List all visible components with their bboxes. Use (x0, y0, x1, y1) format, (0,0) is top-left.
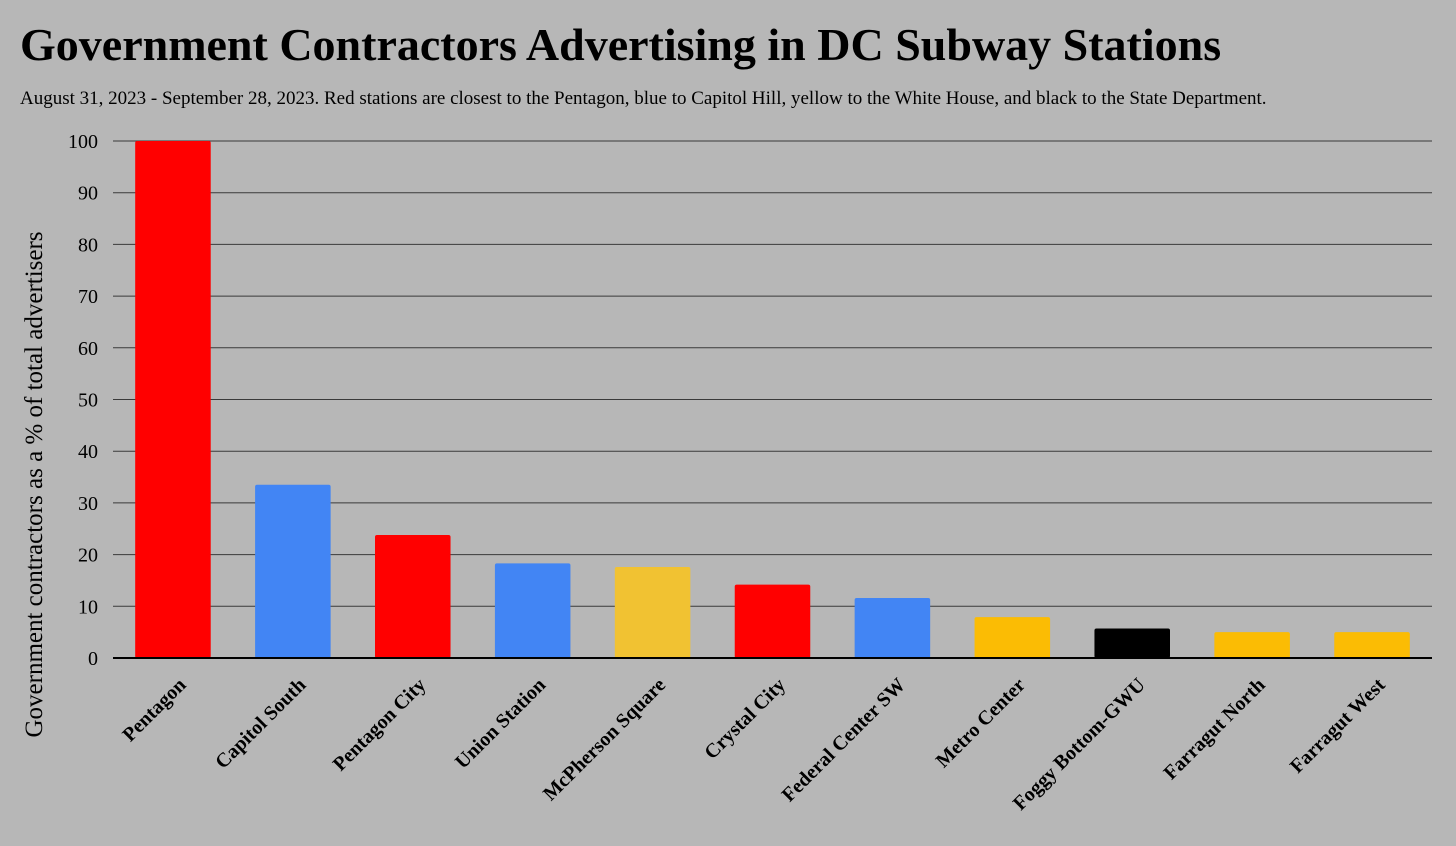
bar-union-station (494, 563, 571, 658)
y-tick-label: 80 (78, 234, 98, 256)
y-axis-ticks: 0 10 20 30 40 50 60 70 80 90 100 (68, 131, 98, 670)
bar-foggy-bottom-gwu (1094, 628, 1170, 658)
y-tick-label: 20 (78, 545, 98, 567)
x-axis-labels: Pentagon Capitol South Pentagon City Union … (118, 674, 1389, 815)
y-tick-label: 70 (78, 286, 98, 308)
x-tick-label: McPherson Square (539, 674, 670, 805)
y-axis-label: Government contractors as a % of total a… (21, 231, 48, 737)
x-tick-label: Federal Center SW (778, 674, 910, 806)
bar-farragut-north (1214, 632, 1290, 658)
y-tick-label: 40 (78, 441, 98, 463)
bar-pentagon-city (375, 534, 451, 658)
chart-title: Government Contractors Advertising in DC… (20, 19, 1222, 70)
x-tick-label: Union Station (451, 674, 550, 773)
y-tick-label: 10 (78, 596, 98, 618)
x-tick-label: Pentagon (118, 674, 190, 746)
y-tick-label: 50 (78, 390, 98, 412)
y-tick-label: 30 (78, 493, 98, 515)
x-tick-label: Foggy Bottom-GWU (1009, 674, 1150, 815)
bar-metro-center (974, 617, 1051, 658)
bar-federal-center-sw (854, 598, 931, 658)
chart-subtitle: August 31, 2023 - September 28, 2023. Re… (20, 88, 1267, 109)
bar-pentagon (135, 141, 211, 658)
bar-mcpherson-square (614, 567, 691, 658)
bar-capitol-south (255, 484, 331, 658)
x-tick-label: Capitol South (211, 674, 310, 773)
x-tick-label: Farragut North (1159, 674, 1269, 784)
y-tick-label: 90 (78, 183, 98, 205)
y-tick-label: 100 (68, 131, 98, 153)
bars (135, 141, 1410, 658)
bar-farragut-west (1334, 632, 1410, 658)
x-tick-label: Crystal City (700, 674, 790, 764)
x-tick-label: Metro Center (932, 674, 1030, 772)
x-tick-label: Pentagon City (329, 674, 431, 776)
y-tick-label: 0 (88, 648, 98, 670)
x-tick-label: Farragut West (1286, 674, 1390, 778)
bar-crystal-city (734, 584, 811, 658)
y-tick-label: 60 (78, 338, 98, 360)
